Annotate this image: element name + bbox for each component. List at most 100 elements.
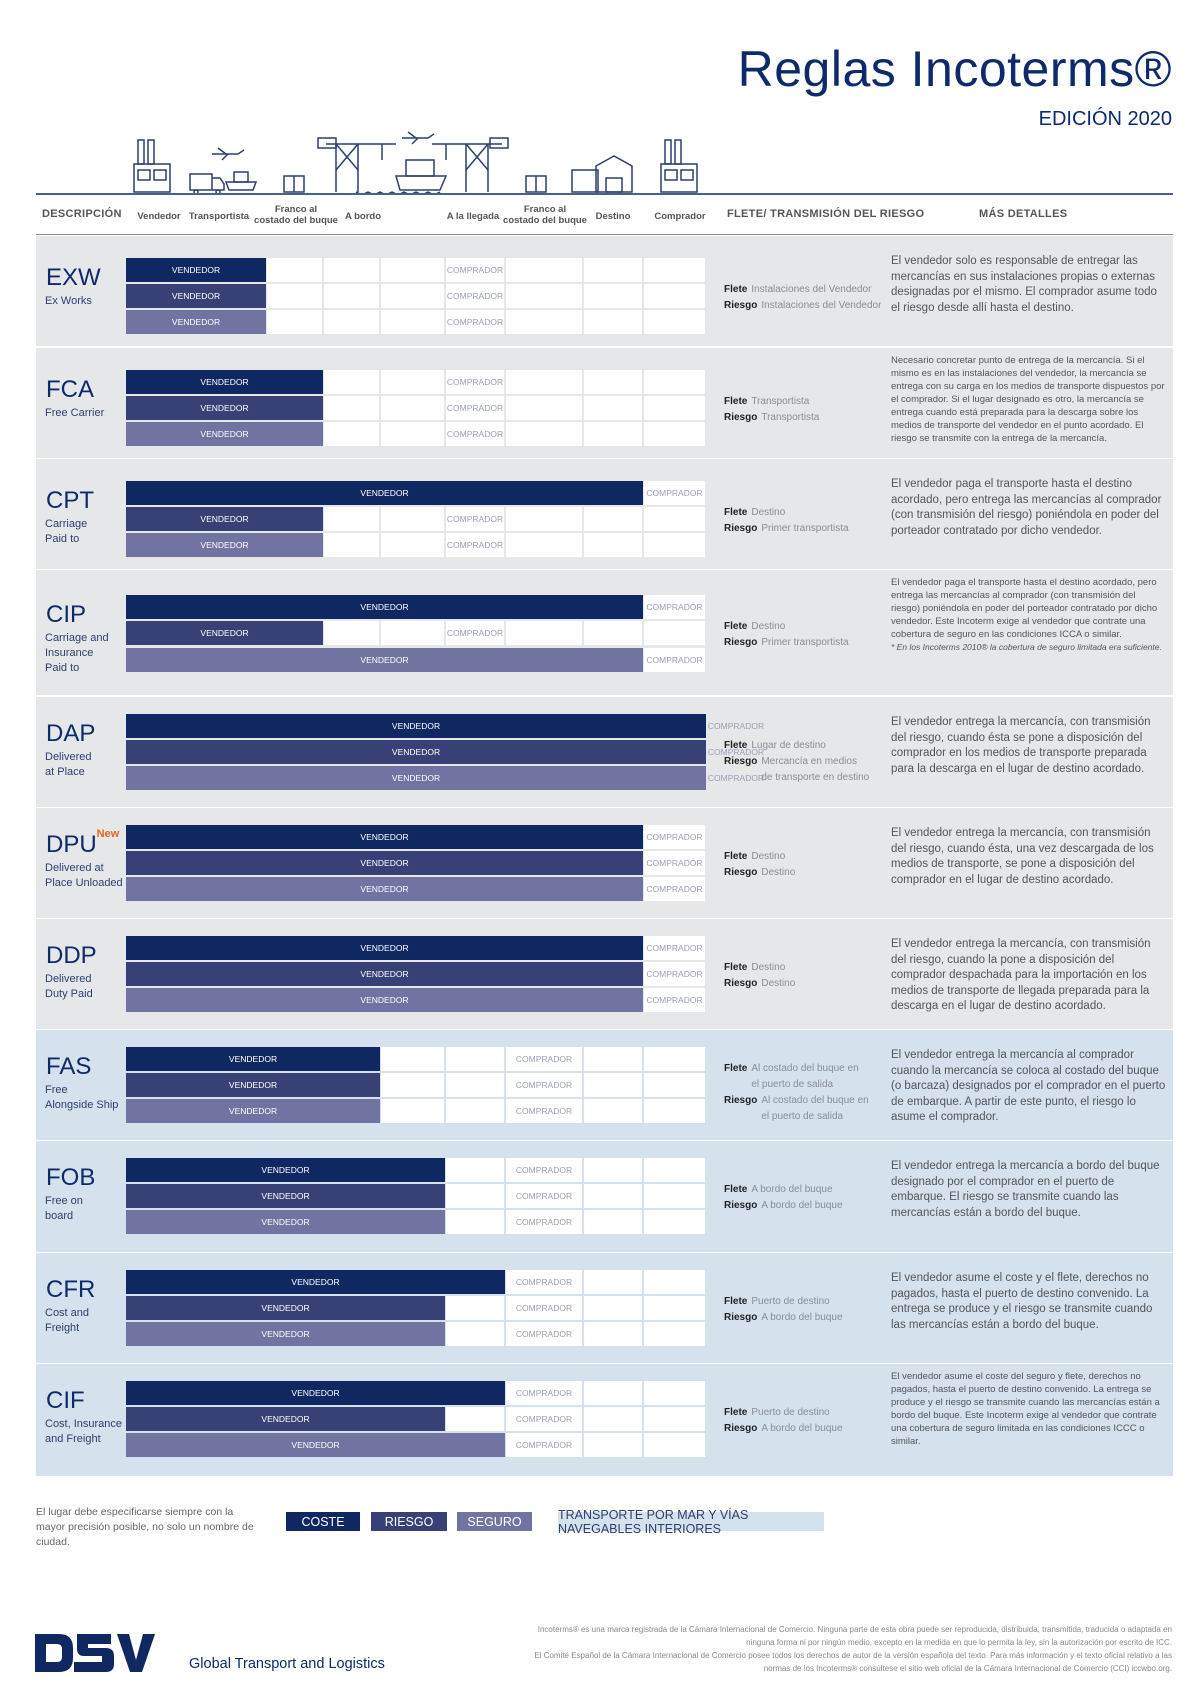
buyer-label: COMPRADOR [446,540,504,550]
column-header-vendedor: Vendedor [137,211,181,222]
detail-text: El vendedor entrega la mercancía, con tr… [891,938,1151,1012]
incoterm-name-line: board [45,1210,74,1222]
buyer-label: COMPRADOR [446,317,504,327]
grid-cell [644,481,705,505]
flete-value: A bordo del buque [751,1182,832,1198]
grid-cell [644,936,705,960]
riesgo-line: Riesgo Instalaciones del Vendedor [724,298,894,314]
cargo-ship-icon [355,159,448,194]
incoterm-name: Free Carrier [45,406,130,421]
grid-cell [584,284,642,308]
flete-label: Flete [724,962,748,973]
grid-row-coste: VENDEDOR COMPRADOR [126,258,706,282]
detail-text: El vendedor entrega la mercancía a bordo… [891,1160,1160,1219]
grid-cell [644,258,705,282]
seller-bar: VENDEDOR [126,1270,505,1294]
flete-label: Flete [724,621,748,632]
freight-risk-info: Flete Instalaciones del Vendedor Riesgo Ins… [724,282,894,314]
flete-value: Destino [751,619,785,635]
grid-cell [446,1047,504,1071]
grid-cell [446,258,504,282]
buyer-label: COMPRADOR [515,1277,573,1287]
flete-value: Destino [751,505,785,521]
flete-label: Flete [724,1063,748,1074]
flete-label: Flete [724,851,748,862]
grid-cell [446,1296,504,1320]
riesgo-value: Al costado del buque en el puerto de sali… [761,1093,868,1125]
grid-cell [506,1381,582,1405]
buyer-label: COMPRADOR [446,514,504,524]
logistics-illustration [133,131,698,194]
column-header-a-bordo: A bordo [344,211,382,222]
freight-risk-info: Flete Puerto de destino Riesgo A bordo del … [724,1294,894,1326]
column-header-transportista: Transportista [188,211,250,222]
incoterm-name-line: Free Carrier [45,407,105,419]
riesgo-value: A bordo del buque [761,1310,842,1326]
flete-value-l2: el puerto de salida [751,1079,834,1090]
seller-bar: VENDEDOR [126,825,643,849]
seller-bar: VENDEDOR [126,1210,445,1234]
incoterm-name: Delivered Duty Paid [45,972,130,1002]
flete-value: Instalaciones del Vendedor [751,282,871,298]
page-title: Reglas Incoterms® [737,41,1172,97]
grid-row-riesgo: VENDEDOR COMPRADOR [126,1296,706,1320]
seller-bar: VENDEDOR [126,714,706,738]
riesgo-value: Transportista [761,410,819,426]
riesgo-label: Riesgo [724,300,758,311]
grid-row-coste: VENDEDOR COMPRADOR [126,481,706,505]
flete-value: Puerto de destino [751,1405,829,1421]
detail-text: El vendedor solo es responsable de entre… [891,255,1157,314]
seller-bar: VENDEDOR [126,396,323,420]
flete-label: Flete [724,507,748,518]
grid-cell [644,1296,705,1320]
incoterm-code: FOB [46,1164,95,1192]
flete-line: Flete Destino [724,960,894,976]
grid-cell [644,825,705,849]
column-header-flete: FLETE/ TRANSMISIÓN DEL RIESGO [727,208,925,220]
flete-value-l1: Instalaciones del Vendedor [751,284,872,295]
riesgo-value-l2: el puerto de salida [761,1111,844,1122]
grid-cell [506,1296,582,1320]
incoterm-name-line: and Freight [45,1433,101,1445]
riesgo-value-l1: Instalaciones del Vendedor [761,300,882,311]
grid-row-coste: VENDEDOR COMPRADOR [126,936,706,960]
seller-bar: VENDEDOR [126,1158,445,1182]
incoterm-code: CIP [46,601,86,629]
factory-icon [660,139,698,193]
column-header-franco-salida: Franco al costado del buque [254,204,338,226]
legal-line: Incoterms® es una marca registrada de la… [537,1625,1172,1634]
grid-cell [584,1184,642,1208]
column-header-detalles: MÁS DETALLES [979,208,1068,220]
incoterm-name-line: Place Unloaded [45,877,123,889]
new-badge: New [96,828,120,840]
grid-cell [506,1184,582,1208]
seller-bar: VENDEDOR [126,648,643,672]
legend-coste: COSTE [286,1512,360,1531]
seller-bar: VENDEDOR [126,988,643,1012]
flete-label: Flete [724,740,748,751]
grid-cell [584,1099,642,1123]
incoterm-code: CFR [46,1276,95,1304]
grid-cell [506,1433,582,1457]
incoterm-name-line: Duty Paid [45,988,93,1000]
freight-risk-info: Flete Destino Riesgo Destino [724,849,894,881]
grid-cell [381,258,444,282]
riesgo-line: Riesgo A bordo del buque [724,1198,894,1214]
incoterm-name-line: Freight [45,1322,80,1334]
grid-cell [644,370,705,394]
buyer-label: COMPRADOR [515,1440,573,1450]
incoterm-code: EXW [46,264,101,292]
incoterm-section-fas: FAS Free Alongside Ship VENDEDOR COMPRADOR VE… [36,1030,1173,1140]
header-divider [36,193,1173,195]
grid-cell [644,595,705,619]
warehouse-icon [571,155,633,193]
grid-cell [584,396,642,420]
incoterm-code-text: CPT [46,487,94,514]
column-header-comprador: Comprador [654,211,706,222]
flete-label: Flete [724,1296,748,1307]
riesgo-line: Riesgo Transportista [724,410,894,426]
grid-cell [506,370,582,394]
incoterm-code: FCA [46,376,94,404]
grid-cell [506,1270,582,1294]
buyer-label: COMPRADOR [515,1054,573,1064]
